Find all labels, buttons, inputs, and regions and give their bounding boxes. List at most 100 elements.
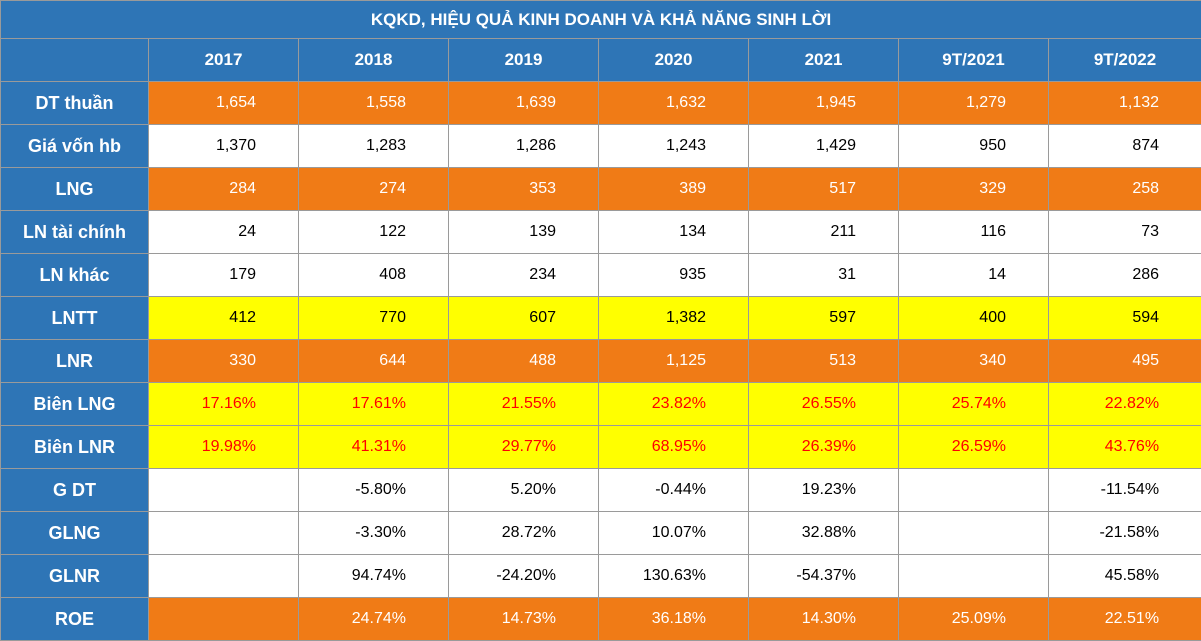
table-cell [899,469,1049,512]
row-label: Giá vốn hb [1,125,149,168]
table-cell: 1,279 [899,82,1049,125]
row-label: GLNG [1,512,149,555]
table-cell: 24 [149,211,299,254]
table-cell: 597 [749,297,899,340]
table-cell: -5.80% [299,469,449,512]
table-cell: 122 [299,211,449,254]
header-9t2021: 9T/2021 [899,39,1049,82]
header-9t2022: 9T/2022 [1049,39,1201,82]
table-cell: 950 [899,125,1049,168]
table-cell: 21.55% [449,383,599,426]
table-cell: 179 [149,254,299,297]
table-cell: 495 [1049,340,1201,383]
table-cell: 340 [899,340,1049,383]
header-2019: 2019 [449,39,599,82]
table-cell [899,512,1049,555]
title-row: KQKD, HIỆU QUẢ KINH DOANH VÀ KHẢ NĂNG SI… [1,1,1201,39]
table-cell: 211 [749,211,899,254]
table-cell: 10.07% [599,512,749,555]
table-cell [149,598,299,641]
table-cell: 234 [449,254,599,297]
table-cell: 19.98% [149,426,299,469]
table-cell: 513 [749,340,899,383]
table-cell: 517 [749,168,899,211]
table-cell: 1,370 [149,125,299,168]
row-label: G DT [1,469,149,512]
header-corner [1,39,149,82]
table-cell: 412 [149,297,299,340]
row-label: DT thuần [1,82,149,125]
table-cell: 1,632 [599,82,749,125]
table-cell: 14.73% [449,598,599,641]
table-cell: 17.61% [299,383,449,426]
table-cell: 1,132 [1049,82,1201,125]
table-cell: -0.44% [599,469,749,512]
table-cell: 22.82% [1049,383,1201,426]
table-cell: 284 [149,168,299,211]
table-cell: 14 [899,254,1049,297]
table-cell: 28.72% [449,512,599,555]
table-cell: 400 [899,297,1049,340]
table-cell: 25.09% [899,598,1049,641]
table-cell: 274 [299,168,449,211]
table-cell: 1,558 [299,82,449,125]
table-cell: 25.74% [899,383,1049,426]
table-cell: 1,429 [749,125,899,168]
table-cell: 408 [299,254,449,297]
table-cell: 31 [749,254,899,297]
header-row: 2017 2018 2019 2020 2021 9T/2021 9T/2022 [1,39,1201,82]
table-cell: 19.23% [749,469,899,512]
table-cell: 488 [449,340,599,383]
header-2020: 2020 [599,39,749,82]
table-cell: 353 [449,168,599,211]
table-row: GLNG -3.30%28.72%10.07%32.88% -21.58% [1,512,1201,555]
table-cell: 329 [899,168,1049,211]
table-cell: 607 [449,297,599,340]
row-label: LN khác [1,254,149,297]
table-cell: 14.30% [749,598,899,641]
table-cell: 1,382 [599,297,749,340]
table-cell: 23.82% [599,383,749,426]
table-cell: 1,243 [599,125,749,168]
table-cell: 94.74% [299,555,449,598]
table-cell: 258 [1049,168,1201,211]
table-cell: 26.55% [749,383,899,426]
table-cell: 32.88% [749,512,899,555]
row-label: Biên LNG [1,383,149,426]
table-cell: 22.51% [1049,598,1201,641]
table-cell: 45.58% [1049,555,1201,598]
table-cell: 36.18% [599,598,749,641]
row-label: LNG [1,168,149,211]
table-cell: 17.16% [149,383,299,426]
table-cell: 26.39% [749,426,899,469]
table-cell: 770 [299,297,449,340]
table-cell [149,555,299,598]
table-cell: 73 [1049,211,1201,254]
table-cell: 29.77% [449,426,599,469]
table-cell: 286 [1049,254,1201,297]
row-label: Biên LNR [1,426,149,469]
table-cell [149,469,299,512]
table-cell: -3.30% [299,512,449,555]
table-cell: -24.20% [449,555,599,598]
table-cell: 134 [599,211,749,254]
table-cell: 594 [1049,297,1201,340]
table-cell: 5.20% [449,469,599,512]
row-label: LNR [1,340,149,383]
table-cell: -21.58% [1049,512,1201,555]
table-cell: 68.95% [599,426,749,469]
table-cell: 644 [299,340,449,383]
table-cell [149,512,299,555]
table-cell [899,555,1049,598]
table-cell: 41.31% [299,426,449,469]
row-label: ROE [1,598,149,641]
